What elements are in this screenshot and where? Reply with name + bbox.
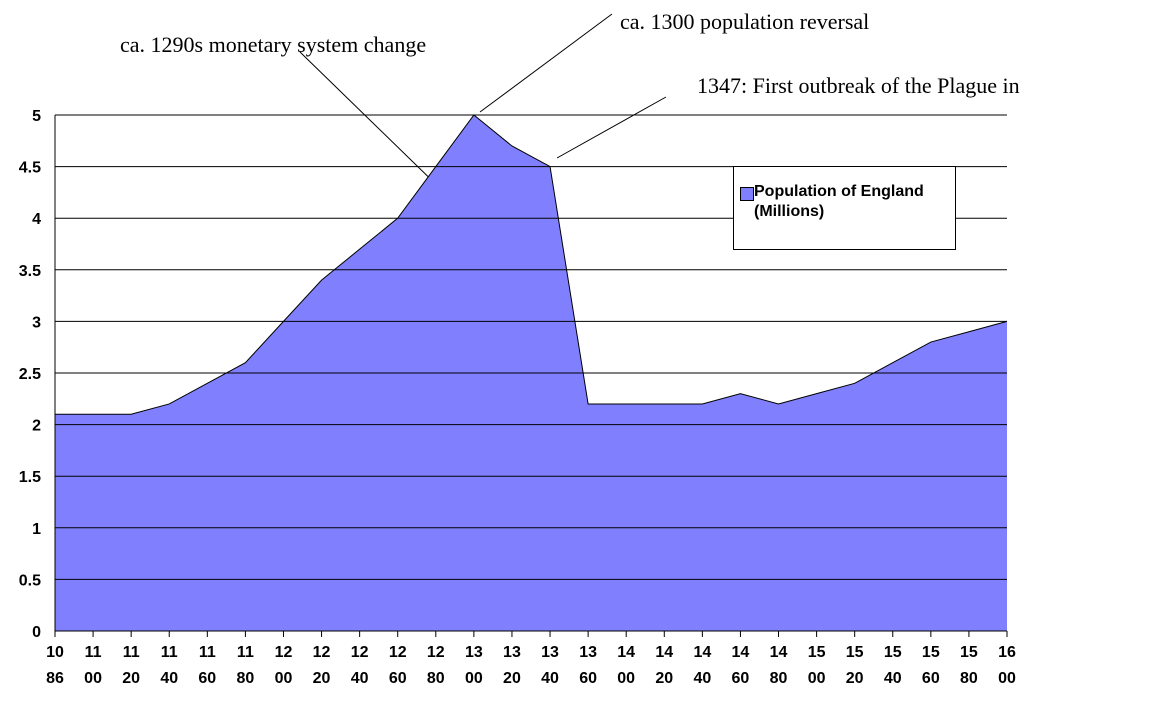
- x-tick-label: 1280: [426, 644, 445, 687]
- annotation: ca. 1290s monetary system change: [120, 32, 426, 57]
- x-tick-label: 1600: [998, 644, 1016, 687]
- x-tick-label: 1260: [388, 644, 407, 687]
- y-tick-label: 1: [32, 521, 41, 538]
- leader-line: [299, 51, 451, 199]
- area-outline: [55, 114, 1008, 415]
- y-tick-label: 4.5: [19, 160, 41, 177]
- x-tick-label: 1440: [693, 644, 712, 687]
- x-tick-label: 1340: [541, 644, 559, 687]
- x-tick-label: 1520: [845, 644, 864, 687]
- x-tick-label: 1140: [160, 644, 179, 687]
- legend-label: Population of England (Millions): [754, 183, 924, 220]
- x-tick-label: 1086: [46, 644, 64, 687]
- x-tick-label: 1100: [84, 644, 102, 687]
- y-tick-label: 5: [32, 108, 41, 125]
- legend: Population of England (Millions): [733, 166, 956, 250]
- x-tick-label: 1300: [464, 644, 483, 687]
- y-tick-label: 1.5: [19, 469, 41, 486]
- x-tick-label: 1460: [731, 644, 750, 687]
- y-tick-label: 3.5: [19, 263, 41, 280]
- x-tick-label: 1360: [579, 644, 597, 687]
- leader-line: [479, 13, 613, 113]
- x-tick-label: 1540: [883, 644, 902, 687]
- y-tick-label: 2: [32, 418, 41, 435]
- y-tick-label: 0.5: [19, 572, 41, 589]
- x-tick-label: 1220: [312, 644, 331, 687]
- leader-line: [556, 96, 667, 159]
- x-tick-label: 1580: [960, 644, 978, 687]
- x-tick-label: 1240: [350, 644, 369, 687]
- x-tick-label: 1180: [236, 644, 255, 687]
- x-tick-label: 1160: [198, 644, 217, 687]
- x-tick-label: 1120: [122, 644, 141, 687]
- x-tick-label: 1560: [921, 644, 940, 687]
- x-tick-label: 1500: [807, 644, 826, 687]
- x-tick-label: 1480: [769, 644, 788, 687]
- y-tick-label: 0: [32, 624, 41, 641]
- x-tick-label: 1420: [655, 644, 674, 687]
- x-tick-label: 1320: [503, 644, 521, 687]
- y-tick-label: 2.5: [19, 366, 41, 383]
- legend-swatch: [740, 187, 754, 201]
- x-tick-label: 1200: [274, 644, 293, 687]
- y-tick-label: 4: [32, 211, 41, 228]
- x-tick-label: 1400: [617, 644, 636, 687]
- annotation: ca. 1300 population reversal: [620, 9, 869, 34]
- annotation: 1347: First outbreak of the Plague in: [697, 73, 1020, 98]
- y-tick-label: 3: [32, 314, 41, 331]
